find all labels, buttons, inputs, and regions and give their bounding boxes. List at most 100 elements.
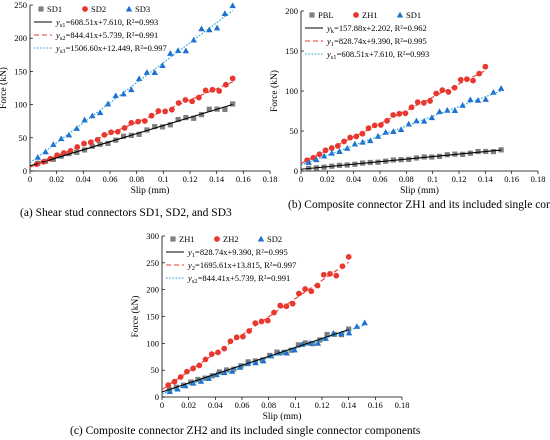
data-point xyxy=(128,119,135,126)
legend-marker xyxy=(353,12,359,18)
legend-label: ZH1 xyxy=(179,234,195,244)
data-point xyxy=(144,127,150,133)
x-tick-label: 0.06 xyxy=(103,174,118,184)
data-point xyxy=(324,331,330,338)
data-point xyxy=(283,303,290,310)
fit-text: =608.51x+7.610, R²=0.993 xyxy=(337,49,430,59)
fit-subscript: 2 xyxy=(192,265,195,272)
legend-label: SD2 xyxy=(91,4,106,14)
fit-subscript: 1 xyxy=(331,41,334,48)
fit-line xyxy=(29,10,233,164)
x-tick-label: 0.12 xyxy=(452,174,467,184)
legend-label: SD1 xyxy=(406,10,421,20)
y-tick-label: 50 xyxy=(19,133,28,143)
fit-line xyxy=(29,104,233,167)
x-tick-label: 0.02 xyxy=(320,174,335,184)
data-point xyxy=(167,122,173,128)
fit-symbol: y xyxy=(187,260,192,270)
x-tick-label: 0.08 xyxy=(129,174,144,184)
y-axis-label: Force (kN) xyxy=(269,70,280,112)
data-point xyxy=(189,379,197,386)
x-tick-label: 0 xyxy=(28,174,32,184)
data-point xyxy=(345,253,352,260)
data-point xyxy=(233,334,240,341)
fit-symbol: y xyxy=(55,30,60,40)
fit-equation: yk=157.88x+2.202, R²=0.962 xyxy=(326,23,427,35)
legend-label: PBL xyxy=(318,10,334,20)
y-tick-label: 300 xyxy=(146,231,159,241)
y-axis-label: Force (kN) xyxy=(0,67,9,109)
data-point xyxy=(135,118,141,125)
x-tick-label: 0.14 xyxy=(341,400,357,410)
x-tick-label: 0.06 xyxy=(373,174,388,184)
data-point xyxy=(397,126,405,132)
data-point xyxy=(196,362,203,369)
x-tick-label: 0.18 xyxy=(263,174,278,184)
data-point xyxy=(96,109,104,116)
fit-symbol: y xyxy=(326,49,331,59)
data-point xyxy=(50,141,57,147)
data-point xyxy=(120,133,127,139)
y-tick-label: 100 xyxy=(285,86,298,96)
data-point xyxy=(396,110,403,117)
fit-line xyxy=(161,329,349,393)
data-point xyxy=(359,130,366,137)
caption-c: (c) Composite connector ZH2 and its incl… xyxy=(70,425,421,437)
data-point xyxy=(271,309,277,316)
legend-label: ZH2 xyxy=(223,234,239,244)
data-point xyxy=(208,351,215,358)
data-point xyxy=(289,300,296,307)
x-tick-label: 0.1 xyxy=(290,400,301,410)
x-axis-label: Slip (mm) xyxy=(263,411,302,422)
data-point xyxy=(231,366,237,372)
data-point xyxy=(221,345,228,352)
data-point xyxy=(361,319,368,326)
data-point xyxy=(65,131,73,138)
legend-marker xyxy=(82,6,88,12)
legend-marker xyxy=(214,236,220,242)
data-point xyxy=(174,47,182,53)
x-tick-label: 0.18 xyxy=(395,400,410,410)
data-point xyxy=(490,89,497,95)
legend-marker xyxy=(170,236,176,242)
fit-equation: ys2=844.41x+5.739, R²=0.991 xyxy=(187,273,290,285)
y-tick-label: 150 xyxy=(146,312,159,322)
y-tick-label: 100 xyxy=(146,338,159,348)
fit-equation: y1=828.74x+9.390, R²=0.995 xyxy=(187,247,288,259)
data-point xyxy=(229,2,236,9)
data-point xyxy=(283,349,290,356)
data-point xyxy=(222,106,228,113)
fit-symbol: y xyxy=(326,36,331,46)
chart-b: 0 0.02 0.04 0.06 0.08 0.1 0.12 0.14 0.16 0.18 0 50 1… xyxy=(269,6,545,196)
fit-equation: ys1=608.51x+7.610, R²=0.993 xyxy=(55,17,158,29)
data-point xyxy=(215,349,221,356)
data-point xyxy=(108,129,114,136)
data-point xyxy=(474,96,482,103)
y-tick-label: 0 xyxy=(155,392,159,402)
data-point xyxy=(105,140,111,147)
data-point xyxy=(451,107,459,114)
data-point xyxy=(143,69,151,75)
legend-marker xyxy=(309,12,315,18)
data-point xyxy=(101,131,108,138)
data-point xyxy=(333,272,340,279)
x-tick-label: 0.06 xyxy=(235,400,250,410)
fit-equation: y2=1695.61x+13.815, R²=0.997 xyxy=(187,260,296,272)
data-point xyxy=(197,378,205,384)
data-point xyxy=(159,62,166,68)
fit-equation: y1=828.74x+9.390, R²=0.995 xyxy=(326,36,427,48)
fit-line xyxy=(161,261,349,391)
fit-line xyxy=(161,324,365,395)
x-tick-label: 0.16 xyxy=(368,400,383,410)
x-tick-label: 0.1 xyxy=(427,174,438,184)
x-tick-label: 0.04 xyxy=(208,400,224,410)
fit-text: =1695.61x+13.815, R²=0.997 xyxy=(195,260,296,270)
data-point xyxy=(457,76,464,83)
fit-equation: ys2=844.41x+5.739, R²=0.991 xyxy=(55,30,158,42)
data-point xyxy=(367,137,374,144)
data-point xyxy=(347,134,354,141)
data-point xyxy=(467,96,474,103)
fit-symbol: y xyxy=(187,247,192,257)
chart-c: 0 0.02 0.04 0.06 0.08 0.1 0.12 0.14 0.16 0.18 0 50 1… xyxy=(130,231,409,422)
data-point xyxy=(152,124,158,130)
